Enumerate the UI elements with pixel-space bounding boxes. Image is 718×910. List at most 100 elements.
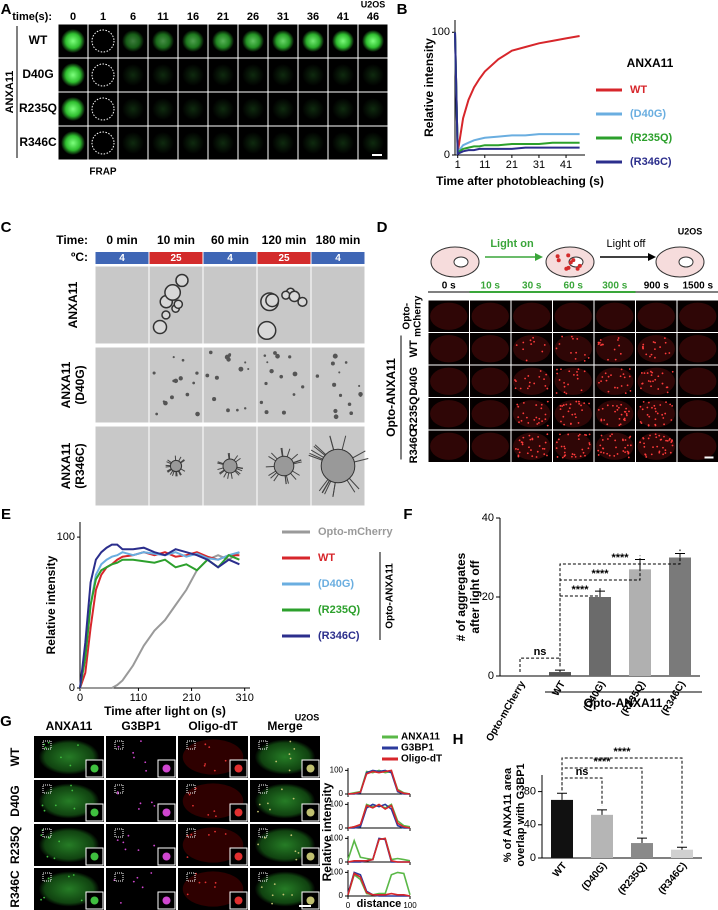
aggregate <box>663 435 665 438</box>
granule <box>271 894 274 897</box>
aggregate <box>522 402 525 404</box>
aggregate <box>587 357 590 359</box>
aggregate <box>546 433 549 436</box>
row-label: R346C <box>408 429 420 463</box>
aggregate <box>606 404 609 407</box>
aggregate <box>612 404 614 407</box>
temp-bar <box>257 252 311 264</box>
cell <box>61 29 85 53</box>
aggregate <box>650 374 653 377</box>
granule <box>68 875 70 878</box>
aggregate <box>515 448 517 450</box>
aggregate <box>540 407 543 410</box>
aggregate <box>518 439 521 442</box>
micrograph <box>88 24 118 58</box>
time-label: 300 s <box>602 281 627 292</box>
aggregate <box>531 437 534 440</box>
y-tick-label: 100 <box>330 799 344 808</box>
aggregate <box>575 400 578 403</box>
time-label: 1 <box>100 11 106 23</box>
x-tick-label: WT <box>551 679 568 698</box>
y-axis-label: Relative intensity <box>422 38 436 137</box>
aggregate <box>263 354 267 357</box>
cell <box>38 871 100 907</box>
aggregate <box>606 423 609 426</box>
aggregate <box>575 416 577 419</box>
inset-granule <box>90 896 99 905</box>
aggregate <box>614 386 616 389</box>
granule <box>289 740 292 743</box>
x-tick-label: (R346C) <box>657 861 690 897</box>
aggregate <box>664 412 667 415</box>
cell <box>182 783 244 819</box>
x-tick-label: 0 <box>346 901 351 910</box>
panel-letter: D <box>377 219 388 236</box>
inset-granule <box>90 808 99 817</box>
granule <box>186 856 189 859</box>
cell <box>554 400 592 428</box>
inset-granule <box>234 852 243 861</box>
granule <box>137 849 140 852</box>
temp-label: 4 <box>119 253 125 264</box>
aggregate <box>544 385 547 387</box>
granule <box>297 851 300 854</box>
aggregate <box>654 356 656 359</box>
aggregate <box>588 442 591 444</box>
aggregate <box>650 353 653 356</box>
aggregate <box>565 403 568 406</box>
arrow-head <box>648 253 656 261</box>
aggregate <box>668 438 671 441</box>
aggregate <box>663 423 665 426</box>
significance-bracket <box>519 657 561 672</box>
aggregate <box>555 441 558 444</box>
y-axis-label: % of ANXA11 area <box>502 767 514 862</box>
time-label: 60 min <box>211 233 249 247</box>
aggregate <box>521 443 524 446</box>
aggregate <box>560 445 563 448</box>
granule <box>127 834 130 837</box>
aggregate <box>562 404 565 406</box>
granule <box>213 769 216 772</box>
inset-granule <box>162 764 171 773</box>
scale-bar <box>299 905 311 907</box>
legend-label: Opto-mCherry <box>318 526 393 538</box>
aggregate <box>622 373 625 376</box>
granule <box>257 843 260 846</box>
aggregate <box>597 343 600 345</box>
aggregate <box>644 454 647 456</box>
temp-label: 4 <box>227 253 233 264</box>
aggregate <box>583 370 586 373</box>
aggregate <box>617 339 619 341</box>
aggregate <box>611 433 613 436</box>
aggregate <box>619 352 622 355</box>
aggregate <box>275 353 280 359</box>
granule <box>119 901 122 904</box>
aggregate <box>520 441 523 444</box>
aggregate <box>172 379 176 383</box>
aggregate <box>546 454 548 457</box>
aggregate <box>236 408 239 412</box>
aggregate <box>640 422 643 425</box>
aggregate <box>624 410 627 413</box>
granule <box>41 804 44 807</box>
aggregate <box>646 372 649 374</box>
cell <box>302 30 324 52</box>
aggregate <box>574 357 577 360</box>
panel-letter: F <box>403 506 412 523</box>
aggregate <box>614 410 616 413</box>
aggregate <box>584 354 586 356</box>
row-label: (R346C) <box>73 443 87 488</box>
aggregate <box>558 379 561 381</box>
cell <box>38 739 100 775</box>
roi-box <box>186 740 196 750</box>
inset-granule <box>90 764 99 773</box>
inset-granule <box>162 896 171 905</box>
time-label: 21 <box>217 11 229 23</box>
significance-bracket <box>561 757 683 844</box>
aggregate <box>528 446 530 449</box>
aggregate <box>535 404 538 406</box>
aggregate <box>173 378 179 384</box>
time-label: 11 <box>157 11 169 23</box>
time-label: 41 <box>337 11 349 23</box>
aggregate <box>622 418 625 421</box>
